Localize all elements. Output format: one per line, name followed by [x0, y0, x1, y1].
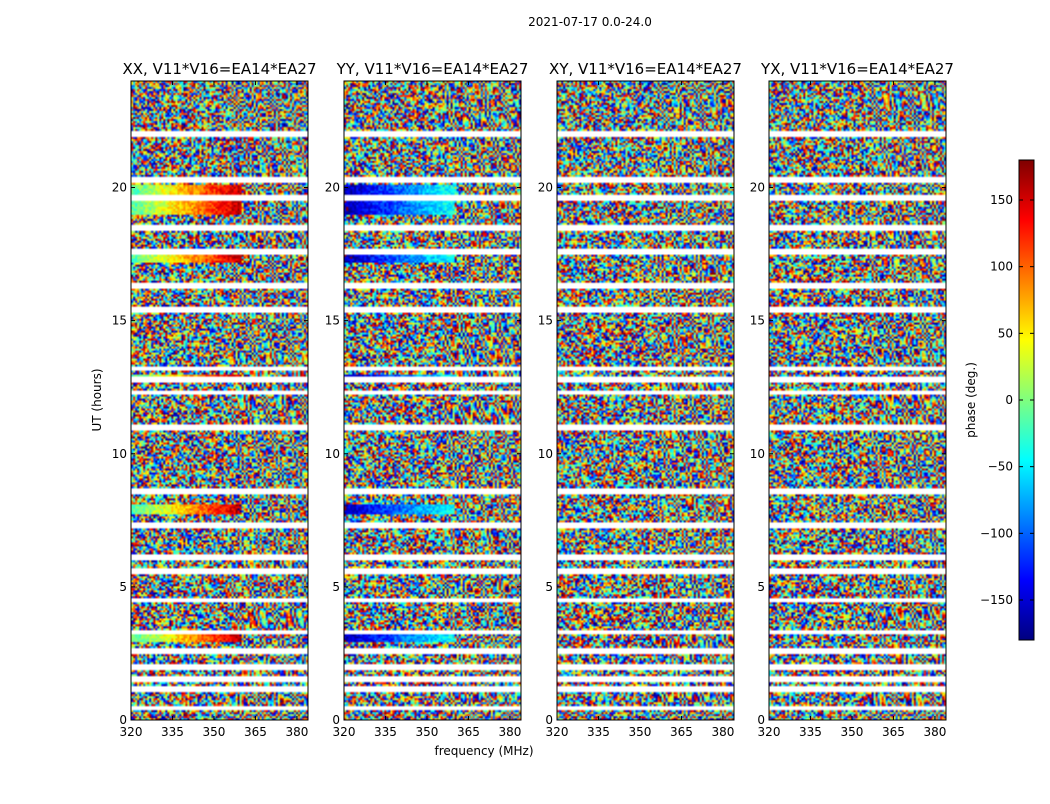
- y-tick-label: 15: [325, 314, 340, 328]
- y-tick-label: 10: [112, 447, 127, 461]
- x-tick-label: 335: [374, 725, 397, 739]
- x-tick-label: 365: [457, 725, 480, 739]
- x-tick-label: 380: [285, 725, 308, 739]
- figure-suptitle: 2021-07-17 0.0-24.0: [528, 15, 652, 29]
- colorbar: 150 100 50 0 −50 −100 −150 phase (deg.): [964, 159, 1035, 641]
- x-tick-label: 350: [416, 725, 439, 739]
- colorbar-tick-label: −100: [980, 526, 1013, 540]
- y-tick-label: 15: [750, 314, 765, 328]
- panel-heatmap-2: [344, 81, 521, 720]
- colorbar-tick-label: 150: [990, 193, 1013, 207]
- panel-4: YX, V11*V16=EA14*EA27 320 335 350 365 380 0 5 10…: [750, 60, 954, 739]
- panel-2: YY, V11*V16=EA14*EA27 320 335 350 365 380 0 5 10…: [325, 60, 529, 739]
- x-tick-label: 380: [923, 725, 946, 739]
- panel-1: XX, V11*V16=EA14*EA27 320 335 350 365 380 0 5 10…: [112, 60, 317, 739]
- y-tick-label: 0: [332, 713, 340, 727]
- panel-3: XY, V11*V16=EA14*EA27 320 335 350 365 380 0 5 10…: [538, 60, 742, 739]
- panel-title: XY, V11*V16=EA14*EA27: [549, 60, 742, 78]
- y-tick-label: 15: [538, 314, 553, 328]
- colorbar-ticks: 150 100 50 0 −50 −100 −150: [980, 193, 1034, 607]
- x-tick-label: 380: [498, 725, 521, 739]
- colorbar-label: phase (deg.): [964, 362, 978, 438]
- x-tick-label: 380: [711, 725, 734, 739]
- y-tick-label: 20: [325, 181, 340, 195]
- x-tick-label: 335: [161, 725, 184, 739]
- panel-frame: [556, 80, 735, 721]
- x-tick-label: 320: [120, 725, 143, 739]
- y-axis-label: UT (hours): [90, 368, 104, 431]
- colorbar-tick-label: 50: [998, 326, 1013, 340]
- panel-frame: [768, 80, 947, 721]
- y-tick-label: 5: [757, 580, 765, 594]
- x-tick-label: 365: [670, 725, 693, 739]
- x-tick-label: 365: [882, 725, 905, 739]
- x-tick-label: 350: [841, 725, 864, 739]
- colorbar-tick-label: −150: [980, 593, 1013, 607]
- panels: XX, V11*V16=EA14*EA27 320 335 350 365 380 0 5 10…: [112, 60, 954, 739]
- panel-heatmap-4: [769, 81, 946, 720]
- y-tick-label: 15: [112, 314, 127, 328]
- y-tick-label: 0: [545, 713, 553, 727]
- x-tick-label: 320: [758, 725, 781, 739]
- x-tick-label: 335: [587, 725, 610, 739]
- panel-title: YY, V11*V16=EA14*EA27: [336, 60, 529, 78]
- x-tick-label: 350: [203, 725, 226, 739]
- y-tick-label: 10: [325, 447, 340, 461]
- panel-frame: [343, 80, 522, 721]
- x-tick-label: 320: [333, 725, 356, 739]
- panel-title: XX, V11*V16=EA14*EA27: [122, 60, 316, 78]
- x-tick-label: 335: [799, 725, 822, 739]
- y-tick-label: 20: [112, 181, 127, 195]
- y-tick-label: 20: [750, 181, 765, 195]
- panel-frame: [130, 80, 309, 721]
- y-tick-label: 10: [538, 447, 553, 461]
- y-tick-label: 0: [757, 713, 765, 727]
- x-tick-label: 365: [244, 725, 267, 739]
- panel-heatmap-1: [131, 81, 308, 720]
- x-tick-label: 320: [546, 725, 569, 739]
- colorbar-tick-label: −50: [988, 460, 1013, 474]
- colorbar-tick-label: 100: [990, 260, 1013, 274]
- y-tick-label: 5: [545, 580, 553, 594]
- panel-title: YX, V11*V16=EA14*EA27: [760, 60, 954, 78]
- y-tick-label: 10: [750, 447, 765, 461]
- panel-heatmap-3: [557, 81, 734, 720]
- x-axis-label: frequency (MHz): [434, 744, 533, 758]
- colorbar-tick-label: 0: [1005, 393, 1013, 407]
- y-tick-label: 0: [119, 713, 127, 727]
- x-tick-label: 350: [629, 725, 652, 739]
- y-tick-label: 5: [332, 580, 340, 594]
- y-tick-label: 20: [538, 181, 553, 195]
- y-tick-label: 5: [119, 580, 127, 594]
